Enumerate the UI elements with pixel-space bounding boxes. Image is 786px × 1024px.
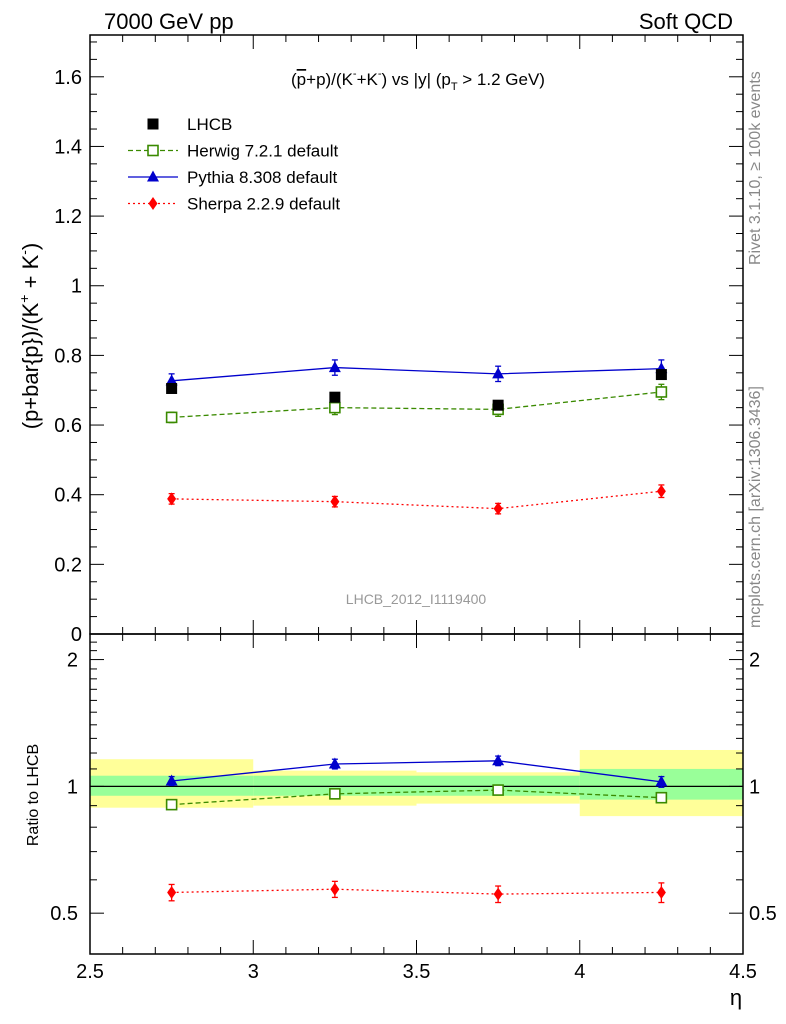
main-sherpa-point (167, 492, 177, 506)
main-sherpa-point (493, 502, 503, 516)
legend-marker-sherpa (148, 197, 158, 210)
rivet-label: Rivet 3.1.10, ≥ 100k events (747, 71, 764, 265)
legend-marker-pythia (147, 170, 159, 182)
main-ytick-label: 1.4 (54, 136, 82, 158)
main-data-point (166, 382, 178, 394)
ratio-ytick-label-right: 2 (749, 650, 760, 672)
main-ytick-label: 0.4 (54, 485, 82, 507)
ratio-ytick-label-right: 0.5 (749, 903, 777, 925)
main-pythia-line (171, 366, 662, 382)
ratio-sherpa-point (330, 882, 340, 896)
svg-text:(p+p)/(K-+K-) vs |y| (pT > 1.2: (p+p)/(K-+K-) vs |y| (pT > 1.2 GeV) (291, 68, 545, 93)
ratio-ylabel: Ratio to LHCB (25, 744, 42, 846)
legend: LHCB Herwig 7.2.1 default Pythia 8.308 def… (128, 115, 340, 214)
main-panel: 0 0.2 0.4 0.6 0.8 1 1.2 1.4 1.6 (54, 34, 744, 646)
x-tick-label: 3.5 (403, 961, 431, 983)
ratio-sherpa-point (656, 885, 666, 899)
header-right: Soft QCD (639, 9, 733, 34)
ratio-herwig-point (492, 784, 504, 796)
main-data-point (492, 399, 504, 411)
ratio-herwig-point (329, 788, 341, 800)
ratio-panel: 0.5 0.5 1 1 2 2 2.5 3 3.5 4 4.5 (50, 633, 777, 983)
legend-marker-herwig (147, 144, 159, 157)
main-pythia-point (492, 367, 505, 379)
ratio-sherpa-line (171, 888, 662, 895)
main-pythia-point (165, 374, 178, 386)
main-sherpa-point (656, 484, 666, 498)
ratio-ytick-label-right: 1 (749, 776, 760, 798)
ratio-ytick-label-left: 2 (67, 650, 78, 672)
ratio-pythia-point (655, 775, 668, 787)
ratio-ytick-label-left: 1 (67, 776, 78, 798)
ratio-pythia-point (492, 754, 505, 766)
main-sherpa-point (330, 495, 340, 509)
ratio-pythia-line (171, 760, 662, 783)
main-herwig-point (329, 401, 341, 414)
main-ytick-label: 0 (71, 624, 82, 646)
x-tick-label: 4.5 (729, 961, 757, 983)
analysis-id-label: LHCB_2012_I1119400 (346, 591, 487, 607)
mcplots-label: mcplots.cern.ch [arXiv:1306.3436] (747, 386, 764, 628)
x-tick-label: 4 (574, 961, 585, 983)
ratio-pythia-point (328, 757, 341, 769)
legend-label-sherpa: Sherpa 2.2.9 default (187, 195, 340, 214)
x-tick-label: 3 (248, 961, 259, 983)
legend-marker-data (147, 118, 159, 130)
ratio-ytick-label-left: 0.5 (50, 903, 78, 925)
ratio-sherpa-point (167, 885, 177, 899)
ratio-sherpa-point (493, 887, 503, 901)
main-ytick-label: 1 (71, 276, 82, 298)
main-title: (p+p)/(K-+K-) vs |y| (pT > 1.2 GeV) (291, 68, 545, 93)
header-left: 7000 GeV pp (104, 9, 234, 34)
legend-label-pythia: Pythia 8.308 default (187, 168, 338, 187)
main-data-point (655, 369, 667, 381)
x-axis-label: η (730, 985, 742, 1010)
ratio-herwig-point (165, 798, 178, 811)
main-ytick-label: 1.2 (54, 206, 82, 228)
ratio-band-inner (253, 775, 417, 796)
main-ytick-label: 0.2 (54, 554, 82, 576)
ratio-herwig-point (655, 791, 668, 804)
main-herwig-point (165, 411, 178, 424)
main-herwig-point (655, 386, 668, 398)
legend-label-data: LHCB (187, 115, 232, 134)
x-tick-label: 2.5 (76, 961, 104, 983)
main-ytick-label: 1.6 (54, 67, 82, 89)
main-ytick-label: 0.8 (54, 345, 82, 367)
main-herwig-line (171, 391, 662, 419)
main-ytick-label: 0.6 (54, 415, 82, 437)
main-pythia-point (328, 361, 341, 373)
ratio-pythia-point (165, 774, 178, 786)
main-sherpa-line (171, 490, 662, 510)
main-ylabel: (p+bar{p})/(K+ + K-) (16, 243, 43, 430)
main-data-point (329, 391, 341, 403)
legend-label-herwig: Herwig 7.2.1 default (187, 142, 338, 161)
ratio-herwig-line (171, 789, 662, 806)
